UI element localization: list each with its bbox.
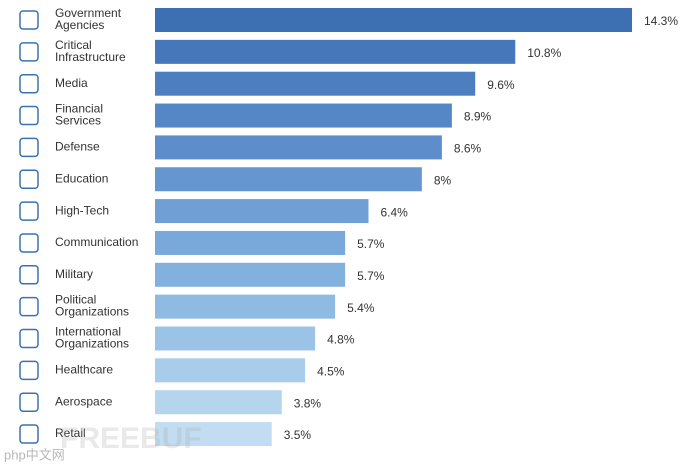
category-icon (19, 233, 39, 253)
value-label: 6.4% (380, 205, 408, 219)
category-icon (19, 424, 39, 444)
category-label: Critical Infrastructure (55, 38, 126, 64)
bar (155, 71, 476, 96)
bar (155, 262, 346, 287)
value-label: 8.9% (464, 110, 492, 124)
category-icon (19, 137, 39, 158)
value-label: 8% (434, 173, 452, 187)
watermark: FREEBUF (60, 422, 202, 455)
category-icon (19, 265, 39, 285)
category-label: Education (55, 171, 108, 185)
category-icon (19, 105, 39, 126)
value-label: 4.8% (327, 333, 355, 347)
value-label: 3.5% (284, 428, 312, 442)
category-label: Healthcare (55, 363, 113, 377)
category-icon (19, 169, 39, 189)
value-label: 9.6% (487, 78, 515, 92)
category-label: Aerospace (55, 394, 113, 408)
value-label: 4.5% (317, 365, 345, 379)
value-label: 5.4% (347, 301, 375, 315)
bar (155, 422, 272, 447)
category-label: Political Organizations (55, 293, 129, 319)
category-icon (19, 42, 39, 62)
bar (155, 8, 632, 32)
category-label: Financial Services (55, 102, 103, 128)
value-label: 10.8% (527, 46, 561, 60)
category-icon (19, 296, 39, 317)
category-label: High-Tech (55, 203, 109, 217)
category-icon (19, 360, 39, 381)
bar (155, 358, 306, 383)
bar (155, 167, 422, 192)
value-label: 14.3% (644, 14, 678, 28)
bar (155, 326, 316, 351)
value-label: 5.7% (357, 269, 385, 283)
value-label: 5.7% (357, 237, 385, 251)
category-label: Retail (55, 426, 86, 440)
category-icon (19, 328, 39, 349)
category-icon (19, 392, 39, 412)
bar (155, 199, 369, 224)
category-icon (19, 201, 39, 221)
bar (155, 39, 516, 64)
category-label: Government Agencies (55, 6, 122, 32)
category-label: Defense (55, 140, 100, 154)
bar (155, 230, 346, 255)
bar (155, 390, 282, 415)
category-label: Communication (55, 235, 138, 249)
category-label: International Organizations (55, 325, 129, 351)
category-label: Media (55, 76, 88, 90)
category-icon (19, 73, 39, 94)
value-label: 8.6% (454, 142, 482, 156)
bar (155, 294, 336, 319)
bar (155, 135, 442, 160)
bar (155, 103, 452, 128)
category-label: Military (55, 267, 93, 281)
value-label: 3.8% (294, 396, 322, 410)
category-icon (19, 10, 39, 30)
watermark: php中文网 (4, 447, 65, 462)
